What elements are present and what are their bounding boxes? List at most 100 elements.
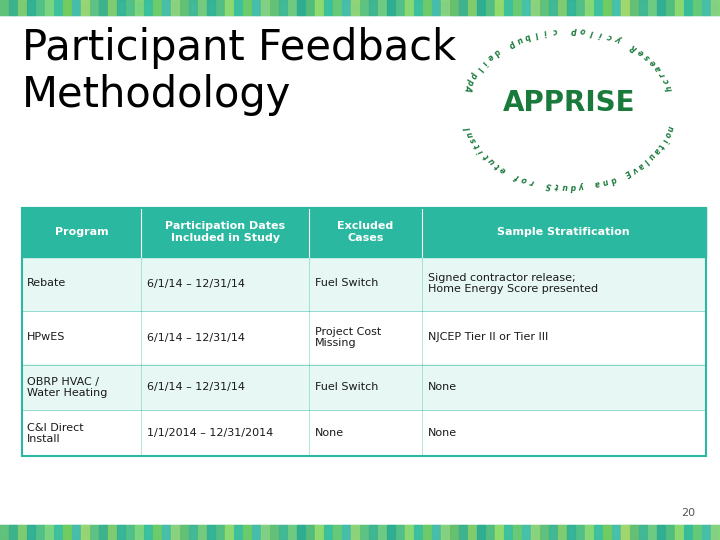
Text: 1/1/2014 – 12/31/2014: 1/1/2014 – 12/31/2014 — [147, 428, 274, 438]
Bar — [459, 0, 467, 15]
Bar — [153, 525, 161, 540]
Text: u: u — [487, 156, 497, 166]
Bar — [504, 0, 512, 15]
Bar — [198, 525, 206, 540]
Bar — [549, 0, 557, 15]
Bar — [135, 525, 143, 540]
Bar — [162, 0, 170, 15]
Text: s: s — [469, 136, 479, 144]
Bar — [225, 525, 233, 540]
Bar — [360, 0, 368, 15]
Bar — [558, 525, 566, 540]
Bar — [666, 525, 674, 540]
Text: l: l — [534, 29, 539, 38]
Bar — [81, 525, 89, 540]
Bar — [22, 410, 706, 456]
Bar — [468, 525, 476, 540]
Text: o: o — [662, 130, 672, 138]
Bar — [22, 208, 141, 256]
Bar — [333, 0, 341, 15]
Bar — [405, 525, 413, 540]
Text: i: i — [660, 137, 669, 143]
Bar — [549, 525, 557, 540]
Bar — [351, 525, 359, 540]
Bar — [22, 208, 706, 456]
Bar — [585, 0, 593, 15]
Text: d: d — [491, 46, 501, 57]
Text: u: u — [646, 151, 657, 161]
Text: A: A — [463, 84, 473, 92]
Text: a: a — [635, 160, 645, 170]
Text: d: d — [570, 181, 576, 191]
Bar — [45, 525, 53, 540]
Text: o: o — [580, 25, 586, 35]
Bar — [306, 0, 314, 15]
Text: p: p — [469, 70, 480, 79]
Text: b: b — [523, 31, 532, 41]
Text: Fuel Switch: Fuel Switch — [315, 279, 378, 288]
Bar — [351, 0, 359, 15]
Bar — [630, 0, 638, 15]
Text: P: P — [570, 25, 577, 35]
Bar — [513, 525, 521, 540]
Bar — [171, 525, 179, 540]
Bar — [243, 525, 251, 540]
Bar — [9, 0, 17, 15]
Bar — [315, 0, 323, 15]
Bar — [441, 525, 449, 540]
Text: OBRP HVAC /
Water Heating: OBRP HVAC / Water Heating — [27, 377, 108, 399]
Bar — [423, 0, 431, 15]
Bar — [594, 0, 602, 15]
Text: None: None — [428, 382, 456, 393]
Bar — [711, 0, 719, 15]
Bar — [0, 0, 720, 15]
Bar — [18, 0, 26, 15]
Bar — [90, 0, 98, 15]
Text: t: t — [482, 152, 491, 160]
Bar — [36, 0, 44, 15]
Bar — [144, 525, 152, 540]
Bar — [639, 525, 647, 540]
Text: d: d — [608, 174, 617, 184]
Text: APPRISE: APPRISE — [503, 89, 635, 117]
Text: R: R — [629, 42, 639, 52]
Bar — [567, 0, 575, 15]
Bar — [99, 525, 107, 540]
Bar — [603, 525, 611, 540]
Text: y: y — [614, 34, 623, 44]
Bar — [594, 525, 602, 540]
Text: e: e — [649, 58, 659, 67]
Text: t: t — [656, 142, 665, 149]
Bar — [657, 525, 665, 540]
Bar — [666, 0, 674, 15]
Text: a: a — [651, 146, 662, 156]
Bar — [612, 0, 620, 15]
Text: 6/1/14 – 12/31/14: 6/1/14 – 12/31/14 — [147, 333, 245, 342]
Bar — [369, 0, 377, 15]
Bar — [621, 525, 629, 540]
Text: C&I Direct
Install: C&I Direct Install — [27, 422, 84, 444]
Text: v: v — [629, 164, 639, 174]
Bar — [90, 525, 98, 540]
Bar — [189, 0, 197, 15]
Bar — [396, 525, 404, 540]
Bar — [22, 364, 706, 410]
Bar — [540, 0, 548, 15]
Bar — [369, 525, 377, 540]
Bar — [675, 525, 683, 540]
Text: e: e — [636, 46, 647, 57]
Text: c: c — [662, 77, 672, 85]
Bar — [180, 0, 188, 15]
Bar — [459, 525, 467, 540]
Text: l: l — [474, 65, 483, 72]
Text: t: t — [472, 142, 482, 149]
Bar — [450, 0, 458, 15]
Bar — [162, 525, 170, 540]
Bar — [261, 525, 269, 540]
Bar — [306, 525, 314, 540]
Text: i: i — [598, 29, 604, 38]
Bar — [342, 525, 350, 540]
Bar — [126, 525, 134, 540]
Text: a: a — [594, 178, 601, 188]
Text: Participation Dates
Included in Study: Participation Dates Included in Study — [165, 221, 285, 243]
